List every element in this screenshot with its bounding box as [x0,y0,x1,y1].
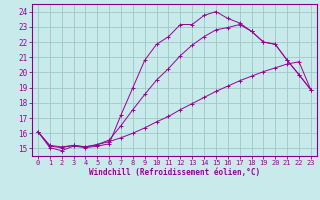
X-axis label: Windchill (Refroidissement éolien,°C): Windchill (Refroidissement éolien,°C) [89,168,260,177]
